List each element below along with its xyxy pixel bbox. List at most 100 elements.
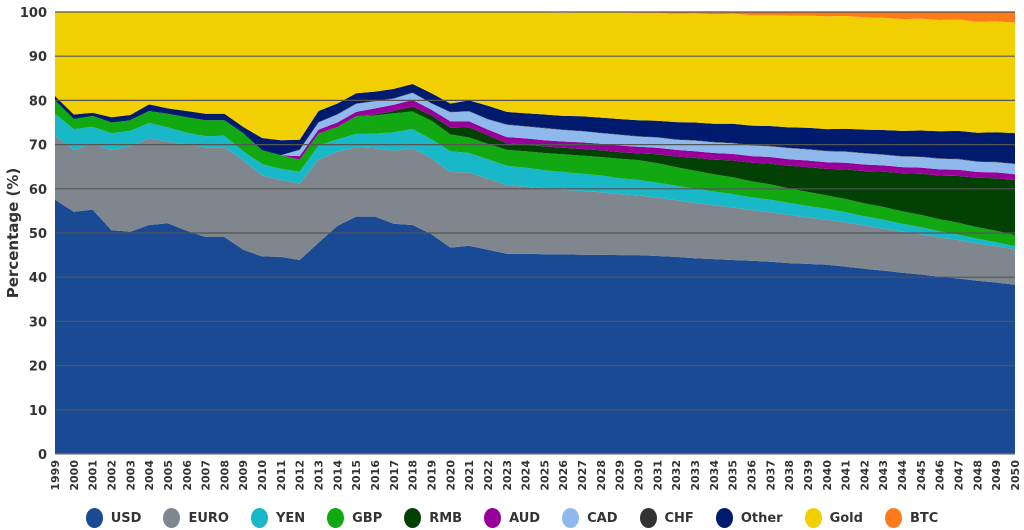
x-tick-label: 2034 <box>708 460 721 491</box>
x-tick-label: 2011 <box>275 460 288 491</box>
legend-label: GBP <box>352 510 383 526</box>
x-tick-label: 2050 <box>1009 460 1022 491</box>
x-tick-label: 2022 <box>482 460 495 491</box>
x-tick-label: 2016 <box>369 460 382 491</box>
area-btc <box>55 12 1015 23</box>
x-tick-label: 2033 <box>689 460 702 491</box>
x-tick-label: 2002 <box>105 460 118 491</box>
x-tick-label: 2030 <box>633 460 646 491</box>
x-tick-label: 2018 <box>407 460 420 491</box>
legend-item-rmb: RMB <box>404 508 462 528</box>
y-axis: 0 10 20 30 40 50 60 70 80 90 100 <box>20 6 47 463</box>
areas <box>55 12 1015 454</box>
x-tick-label: 2015 <box>350 460 363 491</box>
x-tick-label: 2039 <box>802 460 815 491</box>
y-axis-label: Percentage (%) <box>4 168 22 298</box>
y-tick-label: 90 <box>29 50 47 65</box>
x-tick-label: 2003 <box>124 460 137 491</box>
legend-swatch-icon <box>715 508 733 528</box>
x-tick-label: 2027 <box>576 460 589 491</box>
area-usd <box>55 199 1015 454</box>
legend-swatch-icon <box>804 508 822 528</box>
legend-swatch-icon <box>250 508 268 528</box>
y-tick-label: 60 <box>29 183 47 198</box>
x-tick-label: 2048 <box>971 460 984 491</box>
x-tick-label: 2045 <box>915 460 928 491</box>
legend-item-yen: YEN <box>250 508 306 528</box>
x-tick-label: 2001 <box>87 460 100 491</box>
legend-label: Gold <box>829 510 863 526</box>
x-tick-label: 2000 <box>68 460 81 491</box>
x-tick-label: 2031 <box>651 460 664 491</box>
area-yen <box>55 113 1015 250</box>
area-gbp <box>55 100 1015 247</box>
y-tick-label: 80 <box>29 94 47 109</box>
area-gold <box>55 12 1015 141</box>
legend: USD EURO YEN GBP RMB AUD CAD CHF Other Gold BTC <box>0 508 1024 528</box>
area-chf <box>55 92 1015 164</box>
area-aud <box>55 100 1015 180</box>
x-tick-label: 2019 <box>425 460 438 491</box>
x-tick-label: 2021 <box>463 460 476 491</box>
y-tick-label: 50 <box>29 227 47 242</box>
y-tick-label: 20 <box>29 360 47 375</box>
legend-label: CAD <box>587 510 618 526</box>
x-tick-label: 2049 <box>990 460 1003 491</box>
x-tick-label: 2010 <box>256 460 269 491</box>
x-tick-label: 2046 <box>934 460 947 491</box>
area-other <box>55 84 1015 164</box>
x-tick-label: 2042 <box>858 460 871 491</box>
legend-item-cad: CAD <box>562 508 618 528</box>
legend-swatch-icon <box>562 508 580 528</box>
x-tick-label: 2023 <box>501 460 514 491</box>
x-tick-label: 2037 <box>764 460 777 491</box>
x-tick-label: 2013 <box>313 460 326 491</box>
legend-label: AUD <box>509 510 541 526</box>
legend-item-gold: Gold <box>804 508 863 528</box>
x-tick-label: 1999 <box>49 460 62 491</box>
legend-item-aud: AUD <box>484 508 540 528</box>
legend-label: USD <box>110 510 142 526</box>
y-tick-label: 10 <box>29 404 47 419</box>
legend-label: BTC <box>909 510 939 526</box>
legend-item-euro: EURO <box>163 508 229 528</box>
x-tick-label: 2007 <box>200 460 213 491</box>
x-tick-label: 2020 <box>444 460 457 491</box>
x-tick-label: 2040 <box>821 460 834 491</box>
y-tick-label: 70 <box>29 139 47 154</box>
legend-swatch-icon <box>639 508 657 528</box>
legend-item-chf: CHF <box>639 508 694 528</box>
y-tick-label: 100 <box>20 6 47 21</box>
x-tick-label: 2038 <box>783 460 796 491</box>
x-tick-label: 2041 <box>840 460 853 491</box>
legend-item-btc: BTC <box>884 508 939 528</box>
x-tick-label: 2047 <box>953 460 966 491</box>
area-cad <box>55 92 1015 175</box>
legend-item-other: Other <box>715 508 783 528</box>
y-tick-label: 30 <box>29 315 47 330</box>
x-tick-label: 2014 <box>331 460 344 491</box>
x-tick-label: 2006 <box>181 460 194 491</box>
legend-swatch-icon <box>884 508 902 528</box>
legend-label: EURO <box>188 510 229 526</box>
legend-item-usd: USD <box>85 508 142 528</box>
legend-swatch-icon <box>163 508 181 528</box>
legend-swatch-icon <box>85 508 103 528</box>
x-tick-label: 2012 <box>294 460 307 491</box>
legend-label: Other <box>740 510 783 526</box>
x-tick-label: 2005 <box>162 460 175 491</box>
x-tick-label: 2024 <box>520 460 533 491</box>
legend-swatch-icon <box>484 508 502 528</box>
x-tick-label: 2043 <box>877 460 890 491</box>
legend-label: YEN <box>275 510 306 526</box>
legend-label: CHF <box>664 510 694 526</box>
x-tick-label: 2044 <box>896 460 909 491</box>
legend-swatch-icon <box>404 508 422 528</box>
y-tick-label: 0 <box>38 448 47 463</box>
area-euro <box>55 135 1015 285</box>
y-tick-label: 40 <box>29 271 47 286</box>
x-tick-label: 2035 <box>727 460 740 491</box>
x-tick-label: 2017 <box>388 460 401 491</box>
legend-label: RMB <box>429 510 463 526</box>
